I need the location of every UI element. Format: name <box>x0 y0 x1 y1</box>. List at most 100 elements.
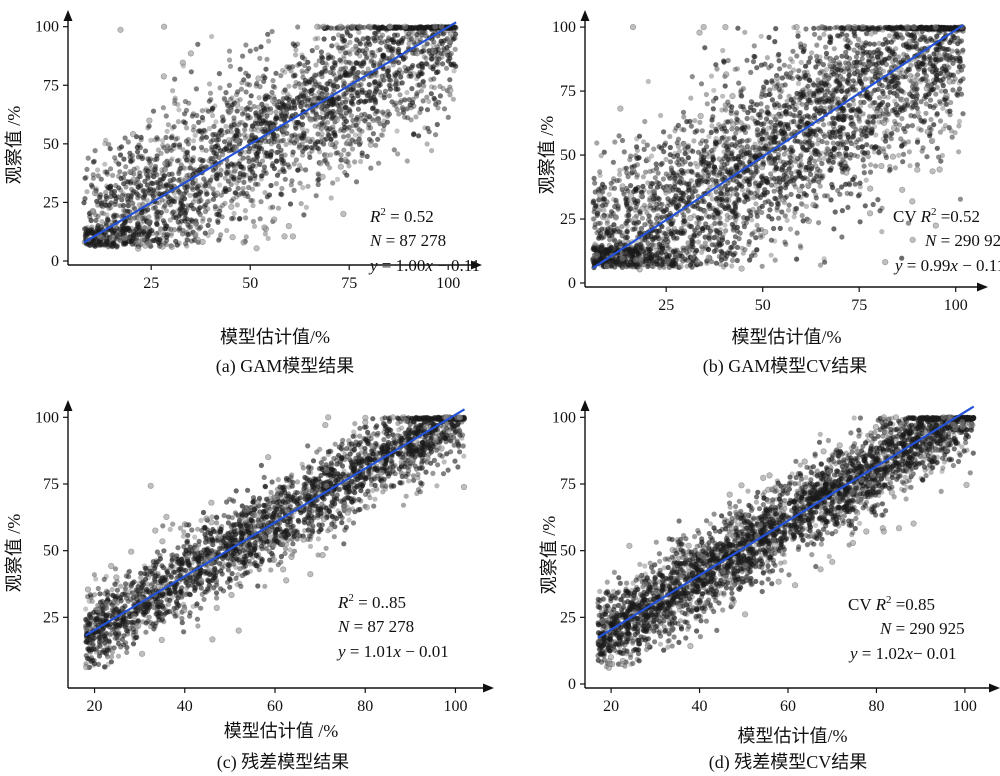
data-point <box>628 201 634 207</box>
data-point <box>299 54 305 61</box>
data-point <box>223 188 229 194</box>
data-point <box>354 37 360 43</box>
data-point <box>452 46 458 52</box>
data-point <box>406 97 412 103</box>
data-point <box>200 218 206 224</box>
data-point <box>379 132 385 138</box>
data-point <box>852 181 858 187</box>
data-point <box>231 210 237 216</box>
data-point <box>421 83 427 89</box>
data-point <box>297 98 303 104</box>
data-point <box>282 69 288 75</box>
data-point <box>270 204 276 210</box>
data-point <box>295 167 301 173</box>
data-point <box>275 139 281 145</box>
data-point <box>185 149 191 155</box>
data-point <box>394 25 400 31</box>
data-point <box>264 150 270 156</box>
data-point <box>253 46 259 52</box>
data-point <box>643 169 649 175</box>
data-point <box>258 199 264 205</box>
data-point <box>192 132 198 138</box>
y-tick-label: 0 <box>51 253 59 270</box>
data-point <box>162 160 169 167</box>
data-point <box>270 78 276 84</box>
data-point <box>160 105 166 111</box>
data-point <box>235 185 241 191</box>
data-point <box>127 168 134 175</box>
data-point <box>179 194 185 200</box>
data-point <box>223 123 229 129</box>
x-axis-title: 模型估计值/% <box>220 327 330 347</box>
data-point <box>241 77 247 83</box>
data-point <box>82 226 88 232</box>
data-point <box>771 188 777 194</box>
data-point <box>154 230 160 237</box>
data-point <box>400 109 407 116</box>
data-point <box>397 92 403 98</box>
data-point <box>192 231 199 238</box>
data-point <box>116 161 122 167</box>
data-point <box>341 91 347 97</box>
data-point <box>428 91 434 97</box>
data-point <box>377 47 383 53</box>
data-point <box>156 200 162 206</box>
data-point <box>115 173 122 179</box>
data-point <box>312 123 318 129</box>
data-point <box>904 31 911 37</box>
data-point <box>411 131 417 137</box>
data-point <box>744 115 750 122</box>
data-point <box>193 86 199 92</box>
data-point <box>328 54 334 60</box>
data-point <box>754 65 760 71</box>
data-point <box>826 75 832 81</box>
data-point <box>356 99 362 105</box>
data-point <box>181 119 187 125</box>
data-point <box>396 60 402 66</box>
data-point <box>339 33 345 39</box>
data-point <box>742 29 748 35</box>
data-point <box>418 88 424 94</box>
data-point <box>949 48 955 54</box>
y-tick-label: 100 <box>35 19 59 36</box>
data-point <box>238 164 244 170</box>
data-point <box>187 192 193 198</box>
data-point <box>278 147 284 153</box>
data-point <box>594 140 600 146</box>
data-point <box>847 55 853 62</box>
data-point <box>265 94 271 100</box>
data-point <box>160 230 166 236</box>
data-point <box>417 109 423 116</box>
data-point <box>128 239 134 245</box>
data-point <box>621 149 627 155</box>
data-point <box>886 83 892 90</box>
data-point <box>253 181 259 187</box>
data-point <box>216 71 222 77</box>
data-point <box>781 151 787 157</box>
data-point <box>428 77 434 83</box>
data-point <box>199 238 206 245</box>
data-point <box>886 33 893 39</box>
data-point <box>688 95 694 101</box>
data-point <box>286 83 292 89</box>
data-point <box>429 56 435 62</box>
data-point <box>269 89 275 95</box>
data-point <box>226 82 232 88</box>
data-point <box>372 38 378 44</box>
data-point <box>754 222 760 228</box>
data-point <box>131 188 137 194</box>
data-point <box>831 145 837 151</box>
data-point <box>610 159 617 165</box>
data-point <box>720 47 726 54</box>
data-point <box>667 159 674 165</box>
data-point <box>782 102 788 109</box>
data-point <box>417 69 423 75</box>
data-point <box>782 124 788 130</box>
data-point <box>392 72 398 79</box>
data-point <box>909 123 916 129</box>
data-point <box>380 127 386 133</box>
data-point <box>349 146 356 152</box>
data-point <box>257 55 263 62</box>
data-point <box>269 135 275 141</box>
data-point <box>167 217 173 223</box>
